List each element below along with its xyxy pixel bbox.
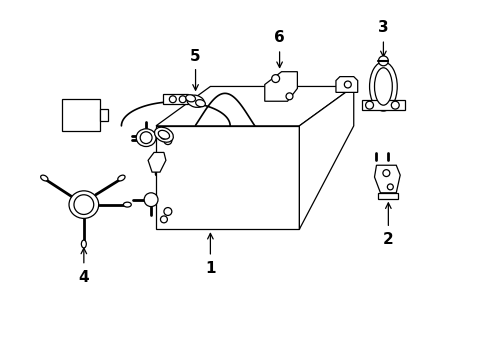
Ellipse shape <box>185 95 195 102</box>
Ellipse shape <box>365 101 373 109</box>
Bar <box>62 99 100 131</box>
Ellipse shape <box>344 81 350 88</box>
Ellipse shape <box>169 96 176 103</box>
Polygon shape <box>378 193 397 199</box>
Ellipse shape <box>158 130 169 139</box>
Text: 4: 4 <box>79 270 89 285</box>
Ellipse shape <box>160 132 167 139</box>
Ellipse shape <box>154 127 173 142</box>
Polygon shape <box>335 77 357 93</box>
Ellipse shape <box>163 208 171 215</box>
Ellipse shape <box>374 68 391 105</box>
Ellipse shape <box>386 184 392 190</box>
Ellipse shape <box>81 240 86 248</box>
Ellipse shape <box>74 195 94 215</box>
Ellipse shape <box>382 170 389 176</box>
Bar <box>156 126 299 229</box>
Ellipse shape <box>271 75 279 82</box>
Ellipse shape <box>41 175 48 181</box>
Ellipse shape <box>195 100 205 107</box>
Ellipse shape <box>123 202 131 207</box>
Ellipse shape <box>285 93 292 100</box>
Text: 2: 2 <box>382 232 393 247</box>
Text: 1: 1 <box>205 261 215 276</box>
Ellipse shape <box>160 216 167 223</box>
Polygon shape <box>374 165 399 193</box>
Ellipse shape <box>163 137 171 145</box>
Polygon shape <box>361 100 405 110</box>
Ellipse shape <box>140 132 152 144</box>
Polygon shape <box>264 72 297 101</box>
Ellipse shape <box>144 193 158 207</box>
Polygon shape <box>148 152 165 172</box>
Ellipse shape <box>369 62 396 111</box>
Bar <box>100 109 107 121</box>
Text: 6: 6 <box>274 30 285 45</box>
Polygon shape <box>163 94 187 104</box>
Polygon shape <box>156 86 353 126</box>
Ellipse shape <box>378 56 387 66</box>
Ellipse shape <box>390 101 398 109</box>
Ellipse shape <box>69 191 99 219</box>
Ellipse shape <box>186 95 204 107</box>
Ellipse shape <box>136 129 156 147</box>
Polygon shape <box>299 86 353 229</box>
Ellipse shape <box>118 175 125 181</box>
Ellipse shape <box>179 96 186 103</box>
Text: 3: 3 <box>377 20 388 35</box>
Text: 5: 5 <box>190 49 201 64</box>
